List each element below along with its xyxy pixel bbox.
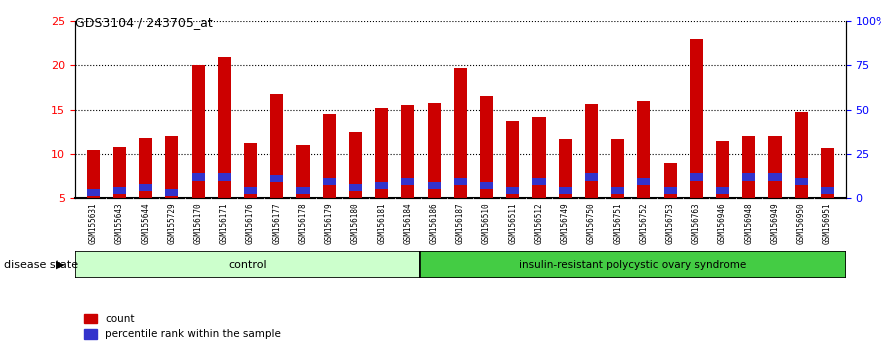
Bar (795, 178, 808, 185)
Text: GSM156949: GSM156949 (771, 202, 780, 244)
Bar (663, 187, 677, 194)
Legend: count, percentile rank within the sample: count, percentile rank within the sample (80, 310, 285, 344)
Bar (244, 187, 257, 194)
Text: GSM155644: GSM155644 (141, 202, 150, 244)
Text: GSM156950: GSM156950 (796, 202, 806, 244)
Text: GSM156763: GSM156763 (692, 202, 700, 244)
Text: GSM156749: GSM156749 (560, 202, 570, 244)
Bar (75, 251, 420, 278)
Bar (244, 143, 257, 198)
Text: GSM156186: GSM156186 (430, 202, 439, 244)
Bar (296, 187, 309, 194)
Bar (559, 187, 572, 194)
Text: GSM156179: GSM156179 (325, 202, 334, 244)
Text: GSM156184: GSM156184 (403, 202, 412, 244)
Bar (420, 251, 846, 278)
Bar (821, 148, 834, 198)
Text: GSM156176: GSM156176 (246, 202, 255, 244)
Text: GSM155631: GSM155631 (89, 202, 98, 244)
Bar (480, 97, 493, 198)
Bar (637, 101, 650, 198)
Text: GSM156946: GSM156946 (718, 202, 727, 244)
Bar (532, 117, 545, 198)
Bar (507, 187, 519, 194)
Text: GSM156752: GSM156752 (640, 202, 648, 244)
Bar (166, 189, 179, 196)
Bar (716, 187, 729, 194)
Bar (86, 189, 100, 196)
Text: GSM156750: GSM156750 (587, 202, 596, 244)
Text: GSM156510: GSM156510 (482, 202, 491, 244)
Bar (585, 173, 598, 181)
Bar (270, 94, 284, 198)
Bar (690, 39, 703, 198)
Text: GSM156181: GSM156181 (377, 202, 386, 244)
Text: GSM156512: GSM156512 (535, 202, 544, 244)
Text: GSM156751: GSM156751 (613, 202, 622, 244)
Text: GSM156178: GSM156178 (299, 202, 307, 244)
Bar (427, 103, 440, 198)
Bar (795, 112, 808, 198)
Bar (86, 149, 100, 198)
Bar (663, 163, 677, 198)
Bar (270, 175, 284, 182)
Text: GDS3104 / 243705_at: GDS3104 / 243705_at (75, 16, 212, 29)
Bar (349, 184, 362, 191)
Bar (768, 173, 781, 181)
Bar (139, 138, 152, 198)
Text: GSM156187: GSM156187 (455, 202, 465, 244)
Bar (375, 182, 389, 189)
Text: ▶: ▶ (56, 260, 64, 270)
Text: control: control (228, 259, 267, 270)
Bar (113, 147, 126, 198)
Bar (427, 182, 440, 189)
Bar (690, 173, 703, 181)
Bar (191, 173, 204, 181)
Text: GSM156171: GSM156171 (220, 202, 229, 244)
Bar (454, 178, 467, 185)
Text: GSM156180: GSM156180 (351, 202, 360, 244)
Text: GSM155643: GSM155643 (115, 202, 124, 244)
Text: GSM155729: GSM155729 (167, 202, 176, 244)
Bar (611, 139, 625, 198)
Bar (191, 65, 204, 198)
Bar (768, 136, 781, 198)
Bar (139, 184, 152, 191)
Bar (296, 145, 309, 198)
Bar (322, 114, 336, 198)
Bar (480, 182, 493, 189)
Text: insulin-resistant polycystic ovary syndrome: insulin-resistant polycystic ovary syndr… (520, 259, 747, 270)
Bar (349, 132, 362, 198)
Text: GSM156177: GSM156177 (272, 202, 281, 244)
Text: GSM156511: GSM156511 (508, 202, 517, 244)
Bar (611, 187, 625, 194)
Bar (166, 136, 179, 198)
Bar (821, 187, 834, 194)
Bar (742, 136, 755, 198)
Text: GSM156170: GSM156170 (194, 202, 203, 244)
Bar (113, 187, 126, 194)
Bar (218, 57, 231, 198)
Bar (637, 178, 650, 185)
Bar (218, 173, 231, 181)
Bar (402, 105, 414, 198)
Bar (585, 104, 598, 198)
Bar (532, 178, 545, 185)
Bar (716, 141, 729, 198)
Bar (375, 108, 389, 198)
Text: GSM156753: GSM156753 (665, 202, 675, 244)
Bar (402, 178, 414, 185)
Text: GSM156948: GSM156948 (744, 202, 753, 244)
Bar (322, 178, 336, 185)
Bar (559, 139, 572, 198)
Text: disease state: disease state (4, 260, 78, 270)
Text: GSM156951: GSM156951 (823, 202, 832, 244)
Bar (454, 68, 467, 198)
Bar (742, 173, 755, 181)
Bar (507, 121, 519, 198)
